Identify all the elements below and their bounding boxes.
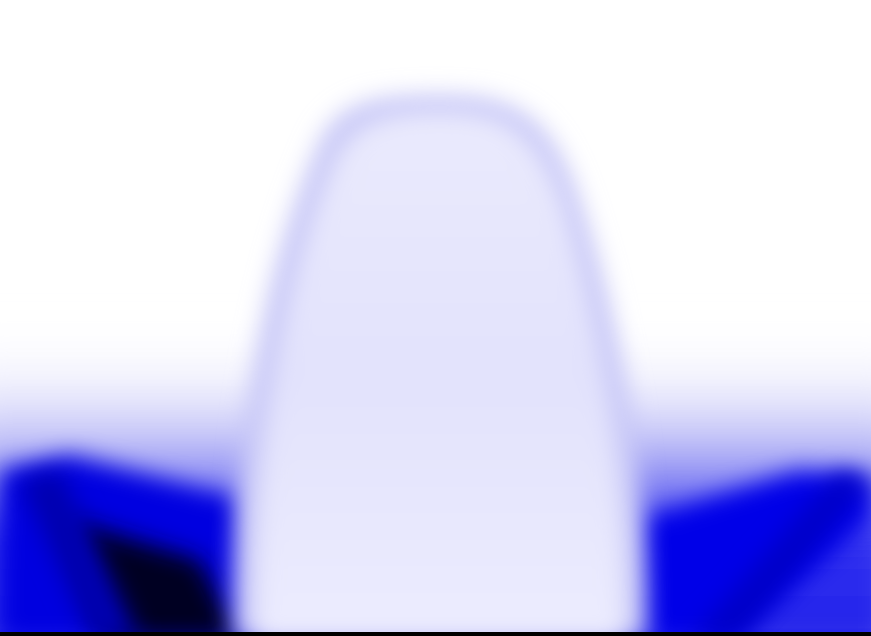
dome bbox=[254, 112, 626, 636]
left-diagonal bbox=[20, 470, 139, 636]
right-diagonal bbox=[693, 470, 871, 636]
bottom-line bbox=[0, 632, 871, 636]
